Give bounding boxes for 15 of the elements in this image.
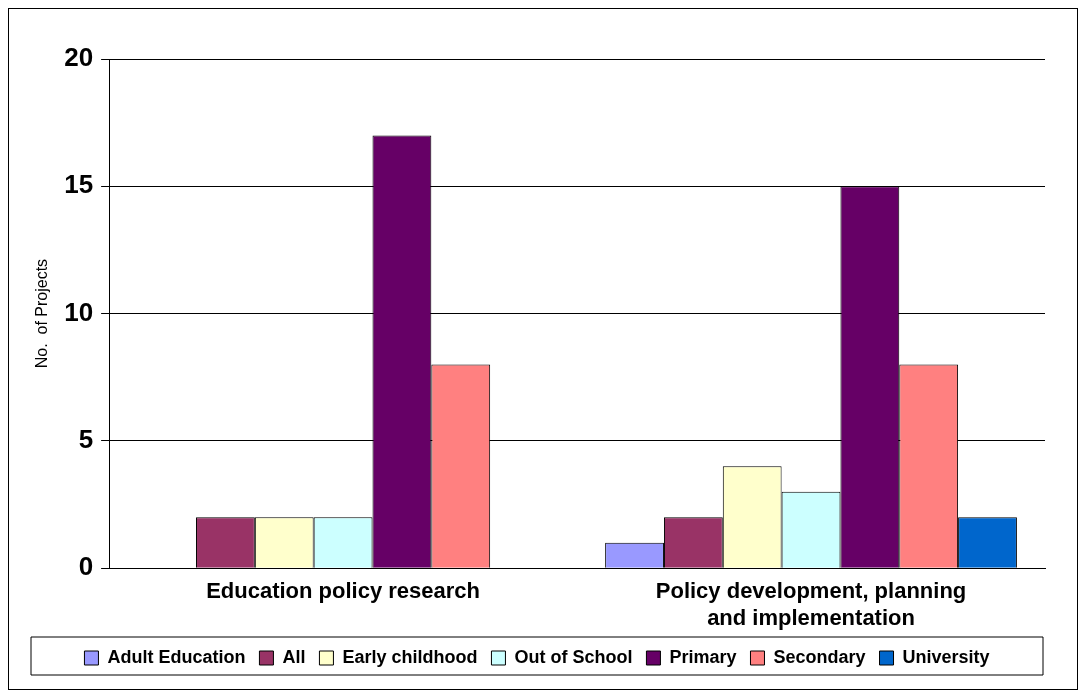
legend-label: Out of School <box>514 646 633 667</box>
legend-label: Early childhood <box>342 646 478 667</box>
y-tick-label: 5 <box>78 424 94 455</box>
legend-label: Adult Education <box>107 646 246 667</box>
x-tick-label: Education policy research <box>206 578 481 604</box>
legend-label: Secondary <box>773 646 866 667</box>
y-tick-label: 10 <box>64 296 94 327</box>
y-tick-label: 0 <box>78 551 94 582</box>
legend-label: All <box>282 646 306 667</box>
y-axis-title: No. of Projects <box>33 258 51 369</box>
x-tick-label: Policy development, planning and implementation <box>655 578 967 630</box>
legend-label: Primary <box>669 646 737 667</box>
legend-label: University <box>902 646 990 667</box>
y-tick-label: 15 <box>64 169 94 200</box>
y-tick-label: 20 <box>64 42 94 73</box>
